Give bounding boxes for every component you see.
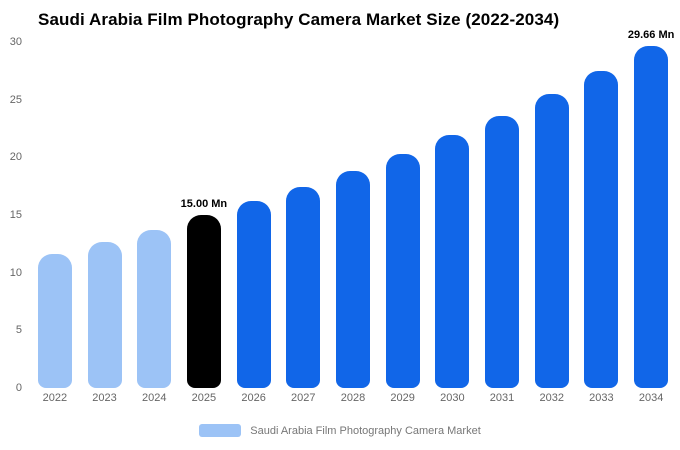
bar-slot-2031 — [477, 42, 527, 388]
bar-slot-2025: 15.00 Mn — [179, 42, 229, 388]
bar-2025[interactable] — [186, 215, 221, 388]
x-axis-label-2027: 2027 — [291, 392, 316, 404]
x-axis-label-2028: 2028 — [340, 392, 366, 404]
legend[interactable]: Saudi Arabia Film Photography Camera Mar… — [0, 424, 680, 437]
bar-2034[interactable] — [634, 45, 669, 388]
bar-2022[interactable] — [37, 254, 72, 388]
x-axis-label-2030: 2030 — [440, 392, 465, 404]
y-tick-label: 0 — [15, 382, 22, 394]
plot-area: 15.00 Mn 29.66 Mn — [30, 29, 676, 388]
bar-slot-2028 — [328, 42, 378, 388]
bar-2033[interactable] — [584, 70, 619, 388]
bar-slot-2027 — [278, 42, 328, 388]
x-axis-label-2032: 2032 — [539, 392, 564, 404]
bar-2024[interactable] — [137, 230, 172, 388]
bar-2026[interactable] — [236, 201, 271, 388]
x-axis-label-2029: 2029 — [390, 392, 415, 404]
x-axis-label-2026: 2026 — [241, 392, 266, 404]
bar-slot-2034: 29.66 Mn — [626, 29, 676, 388]
bar-2030[interactable] — [435, 135, 470, 388]
x-axis: 2022 2023 2024 2025 2026 2027 2028 2029 2030 2031… — [30, 392, 676, 404]
bar-slot-2024 — [129, 42, 179, 388]
y-tick-label: 25 — [9, 93, 22, 106]
bar-slot-2022 — [30, 42, 80, 388]
x-axis-label-2022: 2022 — [42, 392, 68, 404]
y-tick-label: 10 — [9, 266, 22, 279]
y-tick-label: 30 — [9, 36, 22, 48]
bar-value-label-2034: 29.66 Mn — [627, 28, 675, 41]
bar-slot-2033 — [577, 42, 627, 388]
y-tick-label: 15 — [9, 209, 22, 221]
bar-slot-2030 — [428, 42, 478, 388]
bar-slot-2023 — [80, 42, 130, 388]
y-axis: 0 5 10 15 20 25 30 — [0, 36, 24, 394]
legend-swatch-icon — [199, 424, 242, 437]
bar-2023[interactable] — [87, 241, 122, 388]
x-axis-label-2031: 2031 — [489, 392, 515, 404]
bar-slot-2029 — [378, 42, 428, 388]
y-tick-label: 20 — [9, 151, 22, 164]
bar-2028[interactable] — [335, 170, 370, 388]
x-axis-label-2023: 2023 — [92, 392, 117, 404]
x-axis-label-2024: 2024 — [141, 392, 167, 404]
bar-2032[interactable] — [534, 94, 569, 388]
bar-2031[interactable] — [485, 115, 520, 388]
bars-row: 15.00 Mn 29.66 Mn — [30, 29, 676, 388]
bar-2027[interactable] — [286, 186, 321, 388]
x-axis-label-2033: 2033 — [589, 392, 614, 404]
bar-slot-2026 — [229, 42, 279, 388]
bar-slot-2032 — [527, 42, 577, 388]
bar-value-label-2025: 15.00 Mn — [180, 198, 228, 210]
bar-2029[interactable] — [385, 153, 420, 388]
x-axis-label-2025: 2025 — [191, 392, 217, 404]
y-tick-label: 5 — [15, 324, 22, 337]
chart-title: Saudi Arabia Film Photography Camera Mar… — [38, 10, 560, 29]
x-axis-label-2034: 2034 — [638, 392, 664, 404]
legend-label: Saudi Arabia Film Photography Camera Mar… — [250, 424, 481, 437]
